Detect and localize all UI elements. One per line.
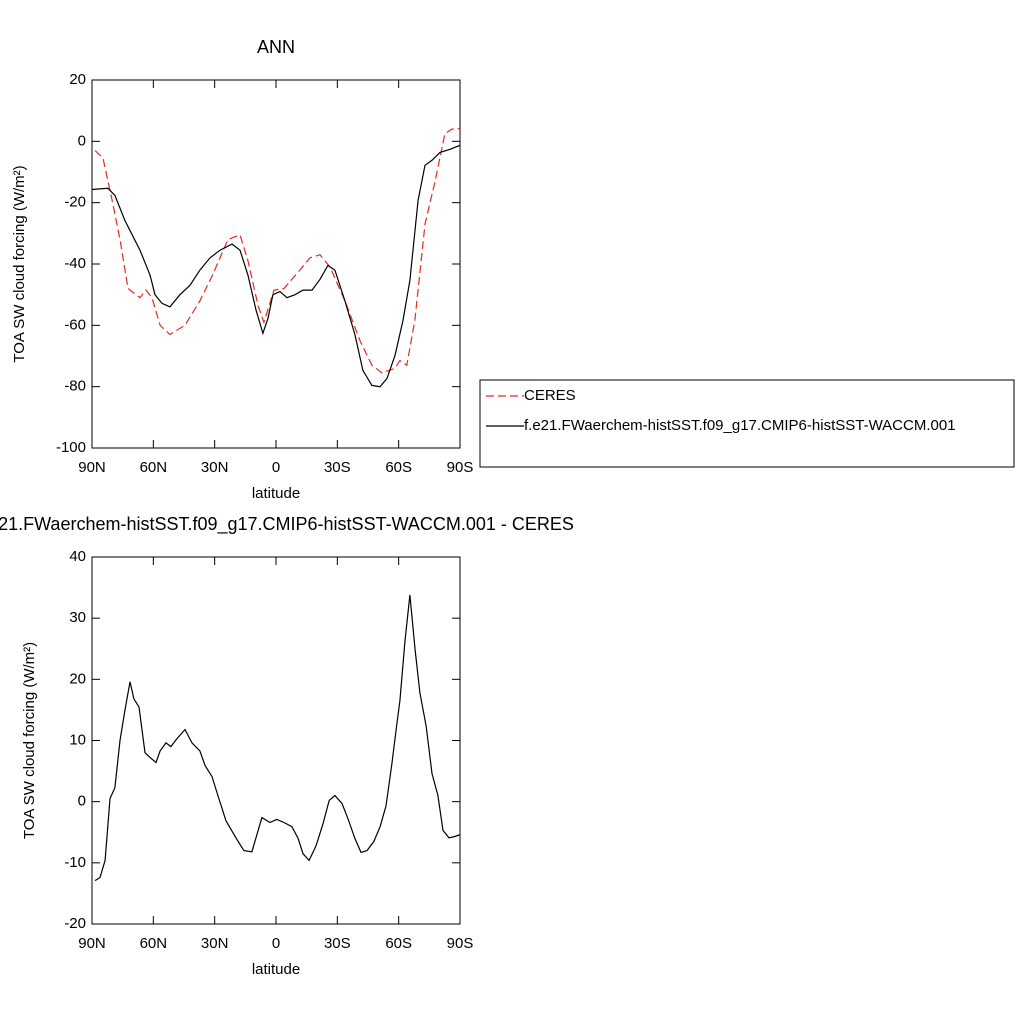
x-tick-label: 90S [447, 935, 474, 952]
y-tick-label: 20 [69, 71, 86, 88]
y-tick-label: -20 [64, 194, 86, 211]
y-axis-label: TOA SW cloud forcing (W/m²) [11, 165, 28, 362]
y-tick-label: 20 [69, 670, 86, 687]
x-tick-label: 60N [140, 459, 168, 476]
y-tick-label: 10 [69, 731, 86, 748]
y-tick-label: -60 [64, 316, 86, 333]
x-axis-label: latitude [252, 485, 300, 502]
legend-label: f.e21.FWaerchem-histSST.f09_g17.CMIP6-hi… [524, 417, 956, 434]
y-tick-label: 0 [78, 793, 86, 810]
y-tick-label: -80 [64, 378, 86, 395]
x-axis-label: latitude [252, 961, 300, 978]
x-tick-label: 0 [272, 935, 280, 952]
x-tick-label: 30N [201, 459, 229, 476]
chart-title: f.e21.FWaerchem-histSST.f09_g17.CMIP6-hi… [0, 514, 574, 535]
y-tick-label: -10 [64, 854, 86, 871]
y-tick-label: 30 [69, 609, 86, 626]
x-tick-label: 90N [78, 935, 106, 952]
x-tick-label: 0 [272, 459, 280, 476]
x-tick-label: 90N [78, 459, 106, 476]
y-tick-label: -100 [56, 439, 86, 456]
y-tick-label: -20 [64, 915, 86, 932]
x-tick-label: 60N [140, 935, 168, 952]
x-tick-label: 60S [385, 935, 412, 952]
y-tick-label: 40 [69, 548, 86, 565]
x-tick-label: 90S [447, 459, 474, 476]
x-tick-label: 30N [201, 935, 229, 952]
y-tick-label: -40 [64, 255, 86, 272]
legend-box [479, 379, 1015, 468]
legend-label: CERES [524, 387, 576, 404]
plot-frame [91, 556, 461, 925]
data-line [91, 144, 461, 388]
x-tick-label: 30S [324, 459, 351, 476]
data-line [94, 127, 461, 374]
x-tick-label: 60S [385, 459, 412, 476]
y-tick-label: 0 [78, 132, 86, 149]
plot-frame [91, 79, 461, 449]
data-line [94, 594, 461, 882]
y-axis-label: TOA SW cloud forcing (W/m²) [21, 642, 38, 839]
chart-title: ANN [257, 37, 295, 57]
x-tick-label: 30S [324, 935, 351, 952]
